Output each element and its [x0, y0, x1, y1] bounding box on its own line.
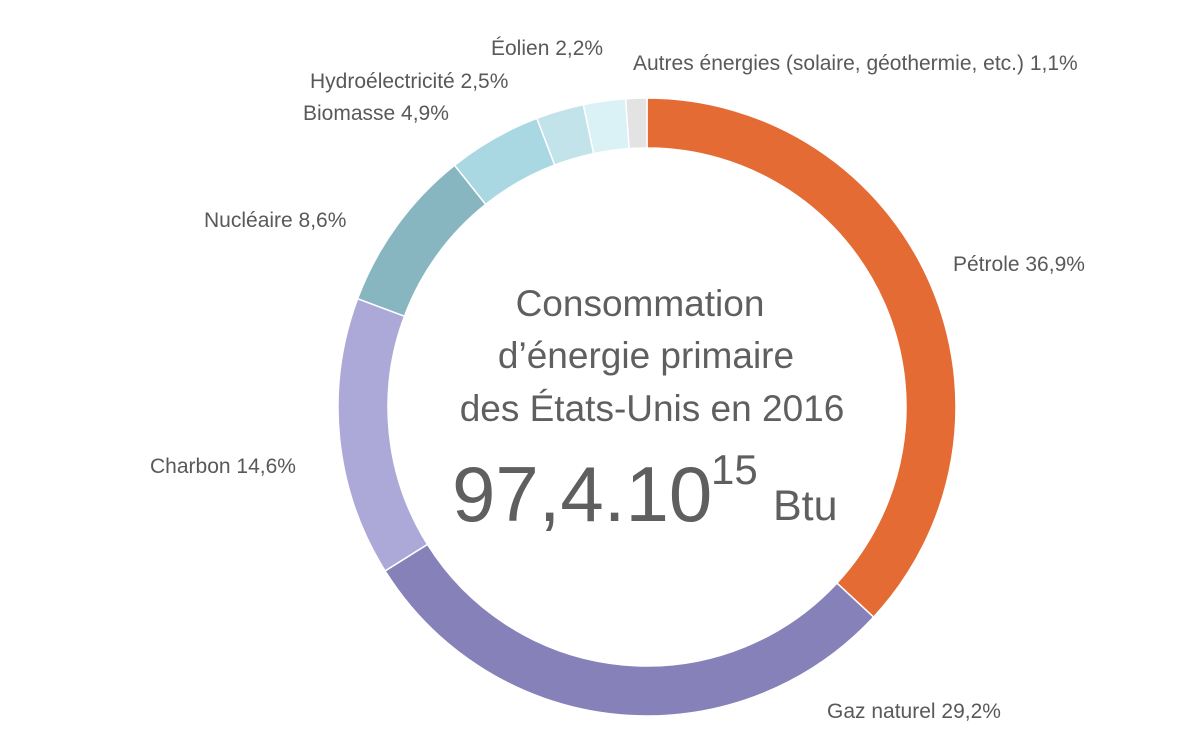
slice-label-2: Charbon 14,6%	[150, 455, 296, 478]
slice-label-1: Gaz naturel 29,2%	[827, 700, 1001, 723]
center-title-line-2: d’énergie primaire	[498, 335, 794, 376]
slice-7	[624, 97, 648, 150]
center-title-line-3: des États-Unis en 2016	[460, 388, 845, 429]
slice-1	[384, 543, 875, 717]
slice-label-5: Hydroélectricité 2,5%	[310, 70, 508, 93]
center-title-line-1: Consommation	[516, 283, 765, 324]
center-value-unit: Btu	[773, 482, 838, 530]
center-value-base: 97,4.10	[452, 450, 712, 538]
slice-label-6: Éolien 2,2%	[491, 37, 603, 60]
slice-2	[337, 297, 429, 572]
slice-label-0: Pétrole 36,9%	[953, 253, 1085, 276]
center-value-exponent: 15	[711, 446, 758, 493]
slices-layer	[337, 97, 957, 717]
slice-label-3: Nucléaire 8,6%	[204, 209, 346, 232]
slice-3	[356, 164, 487, 318]
labels-layer: Pétrole 36,9% Gaz naturel 29,2% Charbon 14…	[150, 37, 1085, 723]
slice-label-7: Autres énergies (solaire, géothermie, et…	[633, 52, 1078, 75]
slice-label-4: Biomasse 4,9%	[303, 102, 449, 125]
